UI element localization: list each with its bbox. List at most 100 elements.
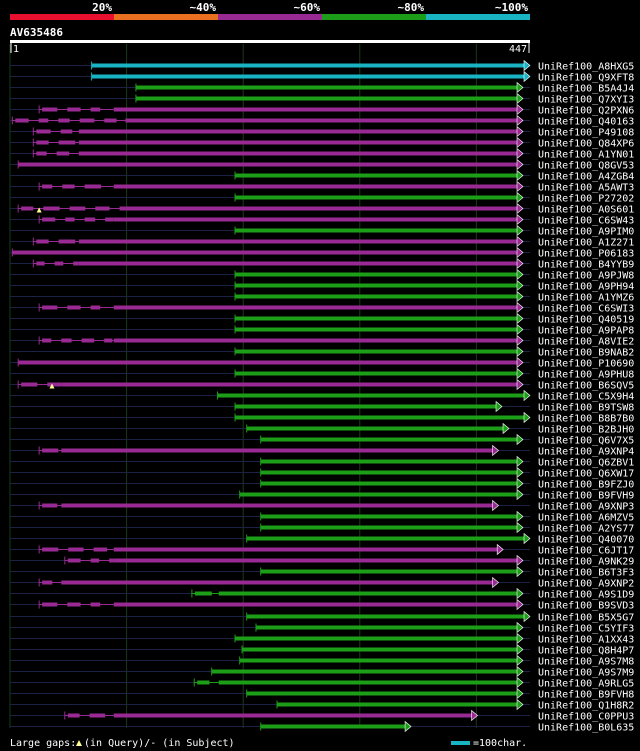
hit-label[interactable]: UniRef100_A0S601 xyxy=(538,205,634,216)
hit-label[interactable]: UniRef100_Q8H4P7 xyxy=(538,646,634,657)
hit-label[interactable]: UniRef100_Q6XW17 xyxy=(538,469,634,480)
hit-label[interactable]: UniRef100_C0PPU3 xyxy=(538,712,634,723)
hit-label[interactable]: UniRef100_P27202 xyxy=(538,194,634,205)
hit-row[interactable]: UniRef100_B0L635 xyxy=(10,720,634,734)
hit-label[interactable]: UniRef100_Q40163 xyxy=(538,117,634,128)
hit-row[interactable]: UniRef100_Q2PXN6 xyxy=(10,103,634,117)
hit-label[interactable]: UniRef100_A4ZGB4 xyxy=(538,172,634,183)
hit-label[interactable]: UniRef100_A9S7M8 xyxy=(538,657,634,668)
hit-row[interactable]: UniRef100_A9S1D9 xyxy=(10,587,634,601)
hit-row[interactable]: UniRef100_Q8H4P7 xyxy=(10,643,634,657)
hit-label[interactable]: UniRef100_C6SW43 xyxy=(538,216,634,227)
hit-row[interactable]: UniRef100_B2BJH0 xyxy=(10,422,634,436)
hit-row[interactable]: UniRef100_B6SQV5 xyxy=(10,378,634,392)
hit-row[interactable]: UniRef100_C6SWI3 xyxy=(10,301,634,315)
hit-label[interactable]: UniRef100_B9NAB2 xyxy=(538,348,634,359)
hit-label[interactable]: UniRef100_Q9XFT8 xyxy=(538,73,634,84)
hit-row[interactable]: UniRef100_Q6XW17 xyxy=(10,466,634,480)
hit-row[interactable]: UniRef100_A2YS77 xyxy=(10,521,634,535)
hit-row[interactable]: UniRef100_A8VIE2 xyxy=(10,334,634,348)
hit-row[interactable]: UniRef100_Q84XP6 xyxy=(10,136,634,150)
hit-row[interactable]: UniRef100_B6T3F3 xyxy=(10,565,634,579)
hit-row[interactable]: UniRef100_A1Z271 xyxy=(10,235,634,249)
hit-row[interactable]: UniRef100_C5X9H4 xyxy=(10,389,634,403)
hit-row[interactable]: UniRef100_P27202 xyxy=(10,191,634,205)
hit-label[interactable]: UniRef100_A9PHU8 xyxy=(538,370,634,381)
hit-row[interactable]: UniRef100_Q40519 xyxy=(10,312,634,326)
hit-row[interactable]: UniRef100_C5YIF3 xyxy=(10,621,634,635)
hit-label[interactable]: UniRef100_A8VIE2 xyxy=(538,337,634,348)
hit-row[interactable]: UniRef100_A1XX43 xyxy=(10,632,634,646)
hit-row[interactable]: UniRef100_A9PJW8 xyxy=(10,268,634,282)
hit-row[interactable]: UniRef100_A9XNP2 xyxy=(10,576,634,590)
hit-row[interactable]: UniRef100_B5A4J4 xyxy=(10,81,634,95)
hit-row[interactable]: UniRef100_B9FVH8 xyxy=(10,687,634,701)
hit-label[interactable]: UniRef100_A2YS77 xyxy=(538,524,634,535)
hit-label[interactable]: UniRef100_A1Z271 xyxy=(538,238,634,249)
hit-label[interactable]: UniRef100_Q6V7X5 xyxy=(538,436,634,447)
hit-label[interactable]: UniRef100_B9TSW8 xyxy=(538,403,634,414)
hit-row[interactable]: UniRef100_B8B7B0 xyxy=(10,411,634,425)
hit-label[interactable]: UniRef100_A9PAP8 xyxy=(538,326,634,337)
hit-label[interactable]: UniRef100_A1YMZ6 xyxy=(538,293,634,304)
hit-row[interactable]: UniRef100_A6MZV5 xyxy=(10,510,634,524)
hit-label[interactable]: UniRef100_A9NK29 xyxy=(538,557,634,568)
hit-label[interactable]: UniRef100_A1XX43 xyxy=(538,635,634,646)
hit-label[interactable]: UniRef100_Q6ZBV1 xyxy=(538,458,634,469)
hit-row[interactable]: UniRef100_C6SW43 xyxy=(10,213,634,227)
hit-label[interactable]: UniRef100_Q40070 xyxy=(538,535,634,546)
hit-label[interactable]: UniRef100_P06183 xyxy=(538,249,634,260)
hit-label[interactable]: UniRef100_B2BJH0 xyxy=(538,425,634,436)
hit-label[interactable]: UniRef100_A9PH94 xyxy=(538,282,634,293)
hit-row[interactable]: UniRef100_B9FZJ0 xyxy=(10,477,634,491)
hit-label[interactable]: UniRef100_B4YYB9 xyxy=(538,260,634,271)
hit-label[interactable]: UniRef100_C6SWI3 xyxy=(538,304,634,315)
hit-label[interactable]: UniRef100_A5AWT3 xyxy=(538,183,634,194)
hit-label[interactable]: UniRef100_C6JT17 xyxy=(538,546,634,557)
hit-row[interactable]: UniRef100_A4ZGB4 xyxy=(10,169,634,183)
hit-label[interactable]: UniRef100_B0L635 xyxy=(538,723,634,734)
hit-label[interactable]: UniRef100_B9FVH8 xyxy=(538,690,634,701)
hit-row[interactable]: UniRef100_B9NAB2 xyxy=(10,345,634,359)
hit-label[interactable]: UniRef100_P49108 xyxy=(538,128,634,139)
hit-row[interactable]: UniRef100_Q6V7X5 xyxy=(10,433,634,447)
hit-row[interactable]: UniRef100_B4YYB9 xyxy=(10,257,634,271)
hit-label[interactable]: UniRef100_B5A4J4 xyxy=(538,84,634,95)
hit-label[interactable]: UniRef100_A9PJW8 xyxy=(538,271,634,282)
hit-row[interactable]: UniRef100_A9PAP8 xyxy=(10,323,634,337)
hit-row[interactable]: UniRef100_A5AWT3 xyxy=(10,180,634,194)
hit-row[interactable]: UniRef100_Q7XYI3 xyxy=(10,92,634,106)
hit-label[interactable]: UniRef100_P10690 xyxy=(538,359,634,370)
hit-row[interactable]: UniRef100_C6JT17 xyxy=(10,543,634,557)
hit-row[interactable]: UniRef100_A9XNP4 xyxy=(10,444,634,458)
hit-row[interactable]: UniRef100_P49108 xyxy=(10,125,634,139)
hit-row[interactable]: UniRef100_Q9XFT8 xyxy=(10,70,634,84)
hit-label[interactable]: UniRef100_A8HXG5 xyxy=(538,62,634,73)
hit-label[interactable]: UniRef100_Q1H8R2 xyxy=(538,701,634,712)
hit-row[interactable]: UniRef100_B9FVH9 xyxy=(10,488,634,502)
hit-row[interactable]: UniRef100_A9PIM0 xyxy=(10,224,634,238)
hit-label[interactable]: UniRef100_Q2PXN6 xyxy=(538,106,634,117)
hit-label[interactable]: UniRef100_B5X5G7 xyxy=(538,613,634,624)
hit-label[interactable]: UniRef100_B9FZJ0 xyxy=(538,480,634,491)
hit-label[interactable]: UniRef100_B9SVD3 xyxy=(538,601,634,612)
hit-label[interactable]: UniRef100_A9XNP3 xyxy=(538,502,634,513)
hit-row[interactable]: UniRef100_A1YMZ6 xyxy=(10,290,634,304)
hit-row[interactable]: UniRef100_C0PPU3 xyxy=(10,709,634,723)
hit-label[interactable]: UniRef100_C5X9H4 xyxy=(538,392,634,403)
hit-label[interactable]: UniRef100_Q84XP6 xyxy=(538,139,634,150)
hit-row[interactable]: UniRef100_A9S7M8 xyxy=(10,654,634,668)
hit-row[interactable]: UniRef100_A0S601 xyxy=(10,202,634,216)
hit-row[interactable]: UniRef100_P06183 xyxy=(10,246,634,260)
hit-label[interactable]: UniRef100_Q40519 xyxy=(538,315,634,326)
hit-label[interactable]: UniRef100_A9S7M9 xyxy=(538,668,634,679)
hit-label[interactable]: UniRef100_B6T3F3 xyxy=(538,568,634,579)
hit-label[interactable]: UniRef100_A9PIM0 xyxy=(538,227,634,238)
hit-label[interactable]: UniRef100_A9S1D9 xyxy=(538,590,634,601)
hit-row[interactable]: UniRef100_B5X5G7 xyxy=(10,610,634,624)
hit-row[interactable]: UniRef100_Q6ZBV1 xyxy=(10,455,634,469)
hit-label[interactable]: UniRef100_A9RLG5 xyxy=(538,679,634,690)
hit-row[interactable]: UniRef100_A9PH94 xyxy=(10,279,634,293)
hit-label[interactable]: UniRef100_A6MZV5 xyxy=(538,513,634,524)
hit-label[interactable]: UniRef100_Q8GV53 xyxy=(538,161,634,172)
